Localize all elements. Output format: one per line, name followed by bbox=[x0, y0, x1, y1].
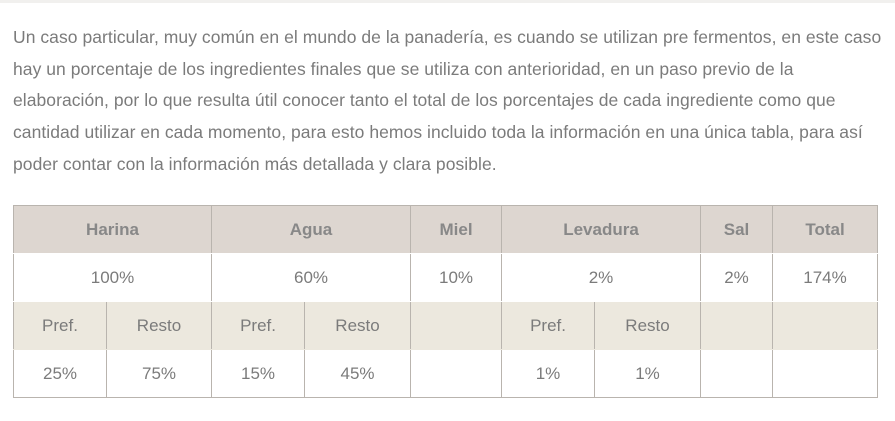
cell-harina-total: 100% bbox=[12, 253, 213, 302]
header-levadura: Levadura bbox=[501, 205, 702, 254]
table-header-row: Harina Agua Miel Levadura Sal Total bbox=[12, 205, 879, 254]
cell-harina-pref: 25% bbox=[13, 349, 107, 398]
cell-miel-empty-label bbox=[410, 301, 503, 350]
header-harina: Harina bbox=[12, 205, 213, 254]
cell-levadura-total: 2% bbox=[501, 253, 702, 302]
cell-sal-total: 2% bbox=[700, 253, 774, 302]
cell-levadura-resto-label: Resto bbox=[594, 301, 702, 350]
cell-agua-resto: 45% bbox=[304, 349, 412, 398]
cell-harina-resto: 75% bbox=[105, 349, 213, 398]
header-agua: Agua bbox=[211, 205, 412, 254]
cell-agua-resto-label: Resto bbox=[304, 301, 412, 350]
header-sal: Sal bbox=[700, 205, 774, 254]
cell-levadura-pref: 1% bbox=[501, 349, 596, 398]
table-row-totals: 100% 60% 10% 2% 2% 174% bbox=[12, 253, 879, 302]
cell-agua-pref-label: Pref. bbox=[211, 301, 306, 350]
cell-miel-total: 10% bbox=[410, 253, 503, 302]
cell-agua-pref: 15% bbox=[211, 349, 306, 398]
cell-harina-resto-label: Resto bbox=[105, 301, 213, 350]
cell-total-total: 174% bbox=[772, 253, 879, 302]
cell-sal-empty bbox=[700, 349, 774, 398]
cell-total-empty-label bbox=[772, 301, 879, 350]
table-row-sublabels: Pref. Resto Pref. Resto Pref. Resto bbox=[13, 301, 879, 350]
cell-miel-empty bbox=[410, 349, 503, 398]
header-miel: Miel bbox=[410, 205, 503, 254]
baker-percentages-table: Harina Agua Miel Levadura Sal Total 100%… bbox=[12, 205, 879, 398]
cell-harina-pref-label: Pref. bbox=[13, 301, 107, 350]
cell-agua-total: 60% bbox=[211, 253, 412, 302]
table-row-split-values: 25% 75% 15% 45% 1% 1% bbox=[13, 349, 879, 398]
top-divider bbox=[0, 0, 895, 3]
intro-paragraph: Un caso particular, muy común en el mund… bbox=[13, 27, 882, 174]
cell-levadura-pref-label: Pref. bbox=[501, 301, 596, 350]
header-total: Total bbox=[772, 205, 879, 254]
cell-total-empty bbox=[772, 349, 879, 398]
cell-sal-empty-label bbox=[700, 301, 774, 350]
cell-levadura-resto: 1% bbox=[594, 349, 702, 398]
